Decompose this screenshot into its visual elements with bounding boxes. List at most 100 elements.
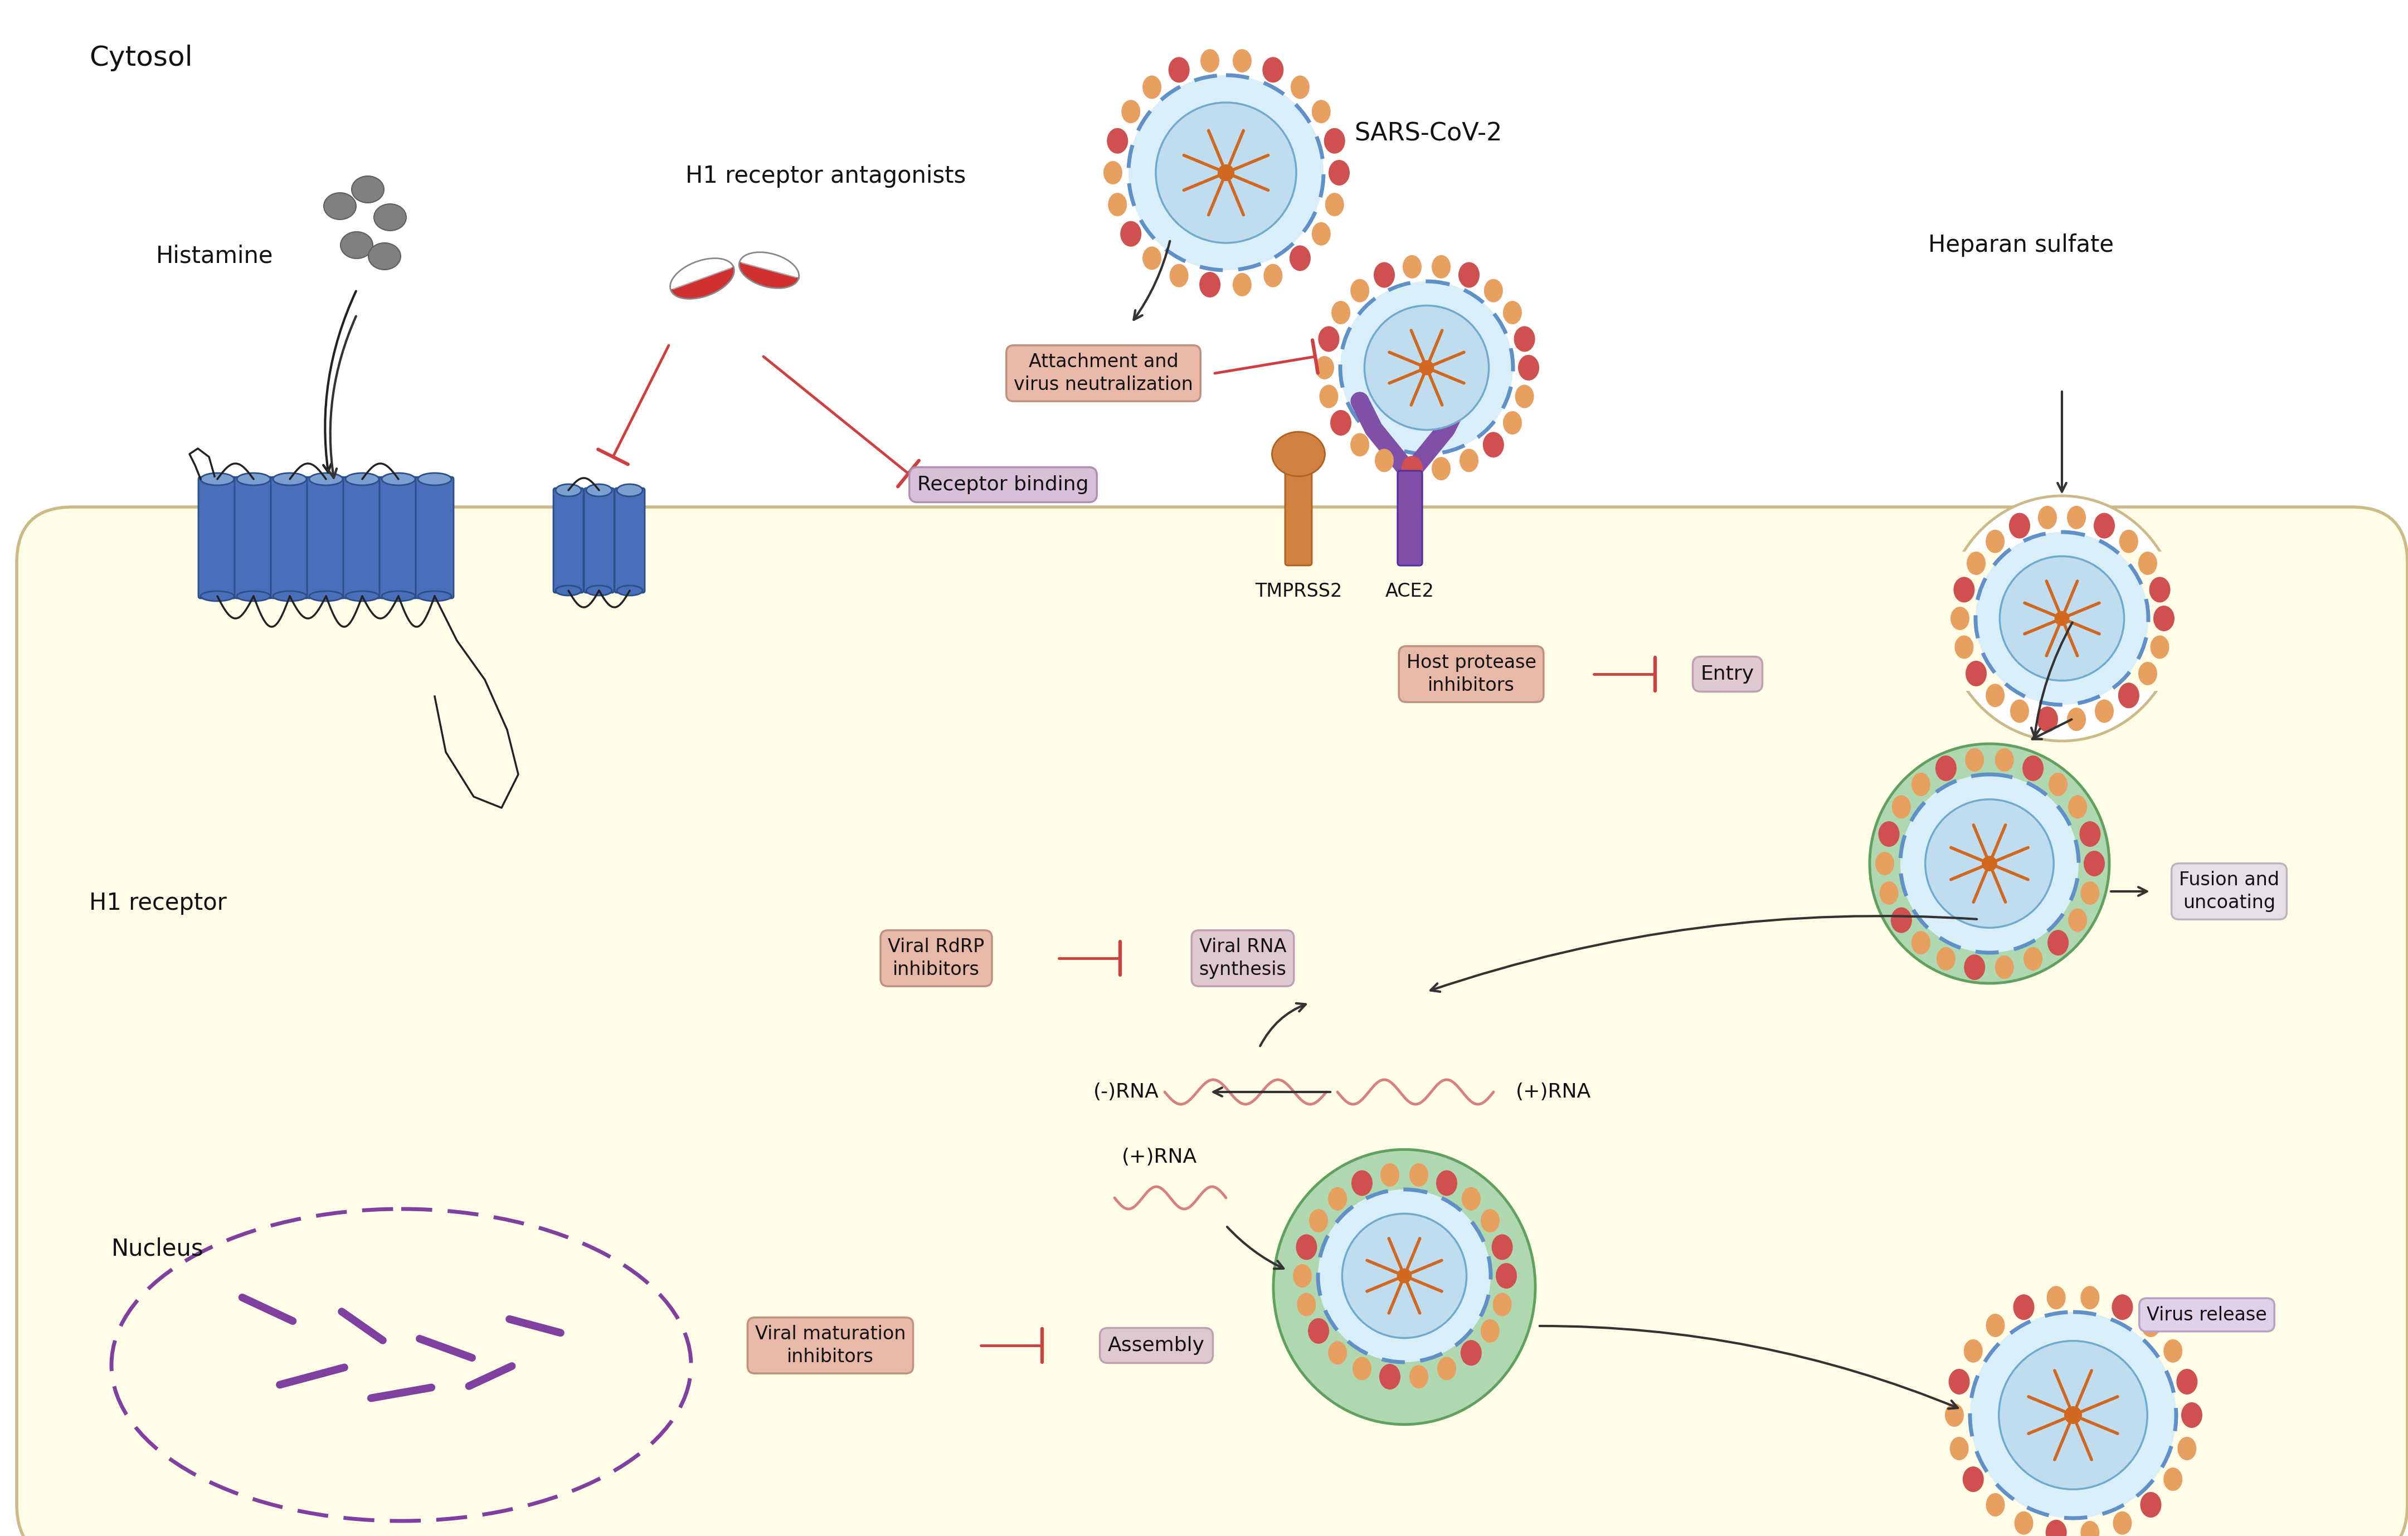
Ellipse shape <box>2015 1511 2032 1534</box>
Text: H1 receptor: H1 receptor <box>89 891 226 915</box>
Ellipse shape <box>2141 1313 2160 1338</box>
Circle shape <box>1317 1189 1491 1362</box>
Ellipse shape <box>1320 384 1339 409</box>
Text: Nucleus: Nucleus <box>111 1236 205 1260</box>
Ellipse shape <box>1515 326 1534 352</box>
Ellipse shape <box>1953 578 1975 602</box>
Ellipse shape <box>1876 852 1895 876</box>
FancyBboxPatch shape <box>17 507 2408 1536</box>
Text: Heparan sulfate: Heparan sulfate <box>1929 233 2114 257</box>
Ellipse shape <box>1483 432 1505 458</box>
Ellipse shape <box>344 591 378 601</box>
Ellipse shape <box>2023 756 2044 782</box>
Ellipse shape <box>272 473 306 485</box>
Circle shape <box>1970 1312 2177 1518</box>
Ellipse shape <box>1433 456 1450 481</box>
Ellipse shape <box>2112 1295 2133 1319</box>
Ellipse shape <box>1878 822 1900 846</box>
Text: Cytosol: Cytosol <box>89 45 193 71</box>
Text: Entry: Entry <box>1700 665 1755 684</box>
Ellipse shape <box>2177 1369 2199 1395</box>
Text: Histamine: Histamine <box>157 244 275 267</box>
Ellipse shape <box>2037 505 2056 530</box>
Ellipse shape <box>1409 1163 1428 1187</box>
Circle shape <box>2054 611 2068 625</box>
Ellipse shape <box>1375 449 1394 472</box>
Ellipse shape <box>2153 605 2174 631</box>
Ellipse shape <box>1950 1436 1970 1461</box>
Ellipse shape <box>2081 1286 2100 1309</box>
Ellipse shape <box>2083 851 2105 877</box>
Text: Host protease
inhibitors: Host protease inhibitors <box>1406 653 1536 694</box>
Ellipse shape <box>2066 505 2085 530</box>
Text: ACE2: ACE2 <box>1385 582 1435 601</box>
Ellipse shape <box>236 473 270 485</box>
Ellipse shape <box>2177 1436 2196 1461</box>
FancyBboxPatch shape <box>344 476 380 599</box>
Ellipse shape <box>2112 1511 2131 1534</box>
Ellipse shape <box>1291 75 1310 98</box>
Circle shape <box>1869 743 2109 983</box>
Ellipse shape <box>1315 356 1334 379</box>
Ellipse shape <box>585 585 612 596</box>
Text: Viral RdRP
inhibitors: Viral RdRP inhibitors <box>889 937 985 978</box>
Ellipse shape <box>1233 49 1252 72</box>
Ellipse shape <box>2068 908 2088 932</box>
Circle shape <box>1900 774 2078 952</box>
Ellipse shape <box>1481 1209 1500 1232</box>
Ellipse shape <box>1202 49 1218 72</box>
Ellipse shape <box>1987 530 2003 553</box>
Ellipse shape <box>1274 1149 1536 1424</box>
Ellipse shape <box>2095 699 2114 723</box>
Ellipse shape <box>352 177 383 203</box>
Ellipse shape <box>2081 1521 2100 1536</box>
Circle shape <box>1341 1213 1466 1338</box>
Ellipse shape <box>1965 1339 1982 1362</box>
Ellipse shape <box>2093 513 2114 539</box>
Ellipse shape <box>1351 433 1370 456</box>
Ellipse shape <box>1291 246 1310 270</box>
Ellipse shape <box>1491 1235 1512 1260</box>
Ellipse shape <box>323 192 356 220</box>
FancyBboxPatch shape <box>197 476 236 599</box>
Ellipse shape <box>585 484 612 496</box>
Ellipse shape <box>1271 432 1324 476</box>
Ellipse shape <box>1373 263 1394 287</box>
Text: Viral RNA
synthesis: Viral RNA synthesis <box>1199 937 1286 978</box>
Ellipse shape <box>1168 57 1190 83</box>
Ellipse shape <box>1515 384 1534 409</box>
Ellipse shape <box>1380 1163 1399 1187</box>
Ellipse shape <box>1120 221 1141 247</box>
Ellipse shape <box>2162 1339 2182 1362</box>
Ellipse shape <box>383 473 414 485</box>
Circle shape <box>1341 281 1512 455</box>
Ellipse shape <box>1312 100 1332 123</box>
Ellipse shape <box>2049 773 2068 796</box>
Ellipse shape <box>1912 773 1931 796</box>
FancyBboxPatch shape <box>585 488 614 593</box>
Text: (+)RNA: (+)RNA <box>1515 1083 1592 1101</box>
Ellipse shape <box>236 591 270 601</box>
Ellipse shape <box>1955 636 1975 659</box>
Ellipse shape <box>1317 326 1339 352</box>
Ellipse shape <box>2013 1295 2035 1319</box>
Ellipse shape <box>1462 1339 1481 1366</box>
Ellipse shape <box>1108 194 1127 217</box>
Ellipse shape <box>1329 410 1351 436</box>
Ellipse shape <box>1987 1313 2006 1338</box>
Ellipse shape <box>1264 264 1283 287</box>
FancyBboxPatch shape <box>417 476 453 599</box>
Ellipse shape <box>2047 1286 2066 1309</box>
Ellipse shape <box>1353 1356 1373 1381</box>
Circle shape <box>1982 856 1996 871</box>
Ellipse shape <box>1324 127 1346 154</box>
Text: Attachment and
virus neutralization: Attachment and virus neutralization <box>1014 353 1192 393</box>
Ellipse shape <box>1495 1263 1517 1289</box>
FancyBboxPatch shape <box>234 476 272 599</box>
Ellipse shape <box>344 473 378 485</box>
FancyBboxPatch shape <box>1397 470 1423 565</box>
Text: Virus release: Virus release <box>2146 1306 2266 1324</box>
Ellipse shape <box>1517 355 1539 381</box>
Ellipse shape <box>1351 280 1370 303</box>
Ellipse shape <box>1296 1235 1317 1260</box>
